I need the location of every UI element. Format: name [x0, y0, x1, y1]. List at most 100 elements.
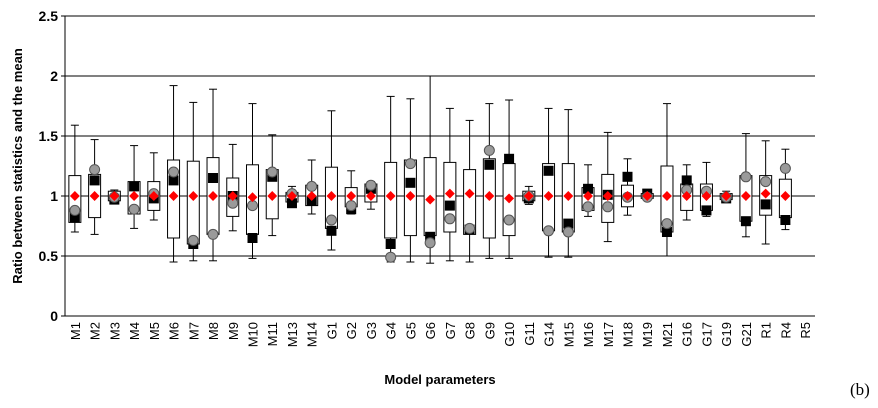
mean-marker [583, 191, 593, 201]
mean-marker [89, 191, 100, 201]
box-M18 [621, 158, 634, 216]
box-M21 [660, 103, 674, 257]
box-G2 [344, 170, 358, 215]
box-iqr [186, 160, 200, 245]
x-tick-label: G2 [344, 322, 359, 339]
box-G6 [423, 75, 437, 264]
circle-marker [187, 234, 199, 246]
circle-marker [444, 213, 456, 225]
x-tick-label: M7 [186, 322, 201, 340]
median-marker [247, 233, 258, 243]
box-M1 [68, 124, 82, 233]
mean-marker [563, 191, 574, 201]
box-M17 [601, 131, 615, 243]
circle-marker [760, 176, 772, 188]
circle-marker [385, 251, 397, 263]
panel-label: (b) [850, 380, 870, 399]
x-tick-labels: M1 M2 M3 M4 M5 M6 M7 M8 M9 M10 M11 M13 M14 G1 G2 G3 G4 G5… [68, 322, 813, 347]
mean-marker [365, 191, 376, 201]
box-M11 [265, 134, 279, 237]
median-marker [286, 198, 297, 209]
x-tick-label: G7 [443, 322, 458, 339]
mean-marker [129, 191, 140, 201]
box-R1 [759, 140, 773, 245]
mean-marker [523, 191, 534, 201]
mean-marker [484, 191, 495, 201]
box-G7 [443, 107, 457, 262]
circle-marker [325, 214, 337, 226]
y-tick-label: 2.5 [39, 8, 59, 24]
median-marker [129, 181, 140, 192]
x-tick-label: G6 [423, 322, 438, 339]
y-tick-label: 1.5 [39, 128, 59, 144]
box-G10 [502, 99, 516, 259]
circle-marker [740, 171, 752, 183]
circle-marker [582, 201, 594, 213]
mean-marker [701, 191, 712, 201]
x-tick-label: G8 [463, 322, 478, 339]
mean-marker [385, 191, 396, 201]
circle-marker [345, 200, 357, 212]
mean-marker [543, 191, 554, 201]
median-marker [740, 216, 751, 227]
box-M5 [147, 152, 161, 221]
box-M16 [581, 164, 595, 217]
mean-marker [346, 191, 357, 201]
mean-marker [602, 191, 613, 201]
box-M2 [88, 139, 102, 235]
x-tick-label: M18 [621, 322, 636, 347]
circle-marker [503, 214, 515, 226]
circle-marker [483, 144, 495, 156]
y-tick-label: 0 [50, 308, 58, 324]
x-tick-label: M4 [127, 322, 142, 340]
x-tick-label: M11 [265, 322, 280, 346]
median-marker [543, 165, 554, 176]
circle-marker [128, 203, 140, 215]
box-R4 [778, 148, 792, 231]
x-tick-label: M3 [107, 322, 122, 340]
mean-marker [622, 191, 633, 201]
mean-marker [662, 191, 672, 201]
box-G9 [482, 103, 496, 259]
median-marker [168, 175, 179, 186]
x-tick-label: G19 [719, 322, 734, 347]
circle-marker [266, 166, 278, 178]
x-tick-label: M21 [660, 322, 675, 347]
box-M15 [561, 109, 575, 258]
median-marker [583, 183, 594, 194]
mean-marker [464, 188, 475, 199]
box-M10 [246, 103, 259, 259]
mean-marker [168, 191, 179, 201]
circle-marker [89, 164, 101, 176]
mean-marker [721, 191, 732, 201]
box-M19 [640, 188, 654, 203]
box-G5 [403, 98, 417, 263]
mean-marker [326, 191, 337, 201]
x-tick-label: M15 [561, 322, 576, 347]
mean-marker [405, 191, 416, 201]
mean-marker [188, 191, 199, 201]
mean-marker [267, 191, 278, 201]
mean-marker [208, 191, 218, 201]
x-tick-label: M17 [601, 322, 616, 347]
box-G1 [324, 110, 338, 251]
median-marker [504, 153, 515, 164]
x-tick-label: R4 [778, 322, 793, 339]
y-axis-title: Ratio between statistics and the mean [10, 48, 25, 284]
x-tick-label: M10 [246, 322, 261, 347]
box-G4 [384, 95, 398, 263]
x-tick-label: M1 [68, 322, 83, 340]
mean-marker [760, 188, 771, 199]
median-marker [622, 171, 633, 182]
box-G19 [719, 190, 733, 204]
box-G14 [542, 107, 556, 258]
box-M6 [167, 85, 181, 263]
median-marker [484, 159, 495, 170]
y-tick-label: 2 [50, 68, 58, 84]
median-marker [405, 177, 416, 188]
box-G3 [364, 179, 378, 210]
mean-marker [740, 191, 751, 201]
mean-marker [109, 191, 120, 201]
box-M8 [206, 88, 220, 262]
